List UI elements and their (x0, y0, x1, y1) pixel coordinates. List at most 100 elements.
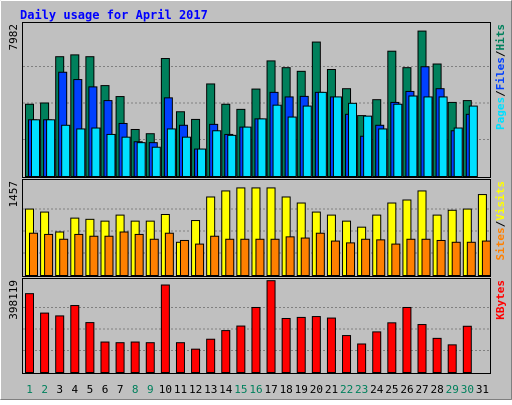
panel-1-bar-pages (76, 128, 86, 177)
panel-1-bar-pages (106, 133, 116, 177)
panel-2-bar-sites (179, 239, 189, 276)
panel-3-bar-kbytes (251, 306, 261, 374)
panel-2-bar-sites (255, 238, 265, 276)
x-tick-label: 9 (147, 383, 154, 396)
panel-2-label-sites: Sites (494, 227, 507, 260)
panel-3-bar-kbytes (115, 342, 125, 374)
panel-1-bar-pages (61, 124, 71, 177)
panel-1-label-pages: Pages (494, 97, 507, 130)
panel-3-bar-kbytes (326, 317, 336, 374)
panel-2-bar-sites (89, 235, 99, 277)
panel-3-bar-kbytes (221, 330, 231, 373)
panel-2-bar-sites (391, 243, 401, 277)
panel-1-bar-pages (468, 105, 478, 177)
x-tick-label: 28 (431, 383, 444, 396)
panel-1-bar-pages (423, 96, 433, 177)
panel-3-bar-kbytes (100, 341, 110, 374)
panel-1-bar-pages (212, 130, 222, 177)
chart-title: Daily usage for April 2017 (20, 8, 208, 22)
panel-3-bar-kbytes (191, 348, 201, 373)
panel-3-bar-kbytes (357, 343, 367, 373)
x-tick-label: 19 (295, 383, 308, 396)
x-tick-label: 21 (325, 383, 338, 396)
panel-3-ymax-label: 398119 (7, 280, 20, 320)
x-tick-label: 13 (204, 383, 217, 396)
x-tick-label: 17 (264, 383, 277, 396)
panel-2-bar-sites (406, 238, 416, 276)
panel-2-label-separator: / (494, 220, 507, 227)
panel-2-bar-sites (44, 233, 54, 276)
panel-1-bar-pages (181, 136, 191, 177)
x-tick-label: 27 (415, 383, 428, 396)
panel-2-bar-sites (134, 233, 144, 276)
x-tick-label: 12 (189, 383, 202, 396)
panel-2-bar-sites (240, 238, 250, 276)
panel-3-bar-kbytes (311, 316, 321, 374)
x-tick-label: 29 (446, 383, 459, 396)
panel-1-label-separator: / (494, 90, 507, 97)
x-tick-label: 4 (72, 383, 79, 396)
panel-2-bar-sites (104, 235, 114, 277)
panel-1-bar-pages (348, 102, 358, 177)
x-tick-label: 8 (132, 383, 139, 396)
panel-3-bar-kbytes (145, 342, 155, 374)
panel-3-bar-kbytes (55, 315, 65, 374)
panel-3-bar-kbytes (417, 324, 427, 374)
x-tick-label: 20 (310, 383, 323, 396)
panel-1-label-separator: / (494, 50, 507, 57)
panel-1-bar-pages (378, 128, 388, 177)
panel-3-bar-kbytes (160, 284, 170, 373)
x-tick-label: 30 (461, 383, 474, 396)
panel-2-bar-sites (421, 238, 431, 276)
panel-1-bar-pages (31, 119, 40, 177)
panel-1-bar-pages (257, 118, 267, 177)
panel-3-bar-kbytes (70, 305, 80, 373)
panel-2-bar-sites (436, 239, 446, 276)
x-tick-label: 1 (26, 383, 33, 396)
panel-2-bar-sites (74, 233, 84, 276)
x-tick-label: 24 (370, 383, 384, 396)
panel-2-bar-sites (225, 238, 235, 276)
panel-2-series-label: Sites/Visits (494, 181, 507, 261)
panel-1-bar-pages (242, 126, 252, 178)
panel-1-bar-pages (453, 127, 463, 178)
panel-3-bar-kbytes (342, 335, 352, 374)
x-tick-label: 7 (117, 383, 124, 396)
x-tick-label: 25 (385, 383, 398, 396)
panel-2-bar-sites (466, 241, 476, 276)
x-tick-label: 5 (87, 383, 94, 396)
panel-2-bar-sites (330, 240, 340, 276)
x-tick-label: 6 (102, 383, 109, 396)
panel-1-bar-pages (227, 134, 237, 177)
panel-3-label-kbytes: KBytes (494, 280, 507, 320)
x-tick-label: 10 (159, 383, 172, 396)
panel-1-bar-pages (166, 128, 176, 177)
x-tick-label: 11 (174, 383, 187, 396)
panel-1-bar-pages (363, 115, 373, 178)
panel-2-bar-sites (361, 238, 371, 276)
panel-2-bar-sites (149, 238, 159, 276)
panel-3-bar-kbytes (281, 317, 291, 373)
panel-1-label-files: Files (494, 57, 507, 90)
panel-1-bar-pages (438, 96, 448, 177)
panel-2-bar-sites (210, 235, 220, 277)
x-tick-label: 14 (219, 383, 233, 396)
panel-3-bar-kbytes (175, 342, 185, 374)
panel-2-bar-sites (270, 238, 280, 276)
panel-1-bar-pages (197, 148, 207, 177)
panel-2-bar-sites (300, 237, 310, 276)
panel-3-bar-kbytes (40, 312, 50, 373)
panel-3-bar-kbytes (372, 331, 382, 374)
panel-2-bar-sites (285, 236, 295, 276)
panel-1-bar-pages (121, 136, 131, 177)
panel-3-bar-kbytes (206, 338, 216, 373)
x-tick-label: 15 (234, 383, 247, 396)
panel-3-bar-kbytes (432, 337, 442, 374)
panel-1-bar-pages (46, 119, 56, 177)
panel-2-label-visits: Visits (494, 181, 507, 221)
panel-3-bar-kbytes (462, 325, 472, 373)
panel-2-bar-sites (315, 232, 325, 276)
panel-1-bar-pages (408, 95, 418, 177)
panel-1-ymax-label: 7982 (7, 24, 20, 51)
